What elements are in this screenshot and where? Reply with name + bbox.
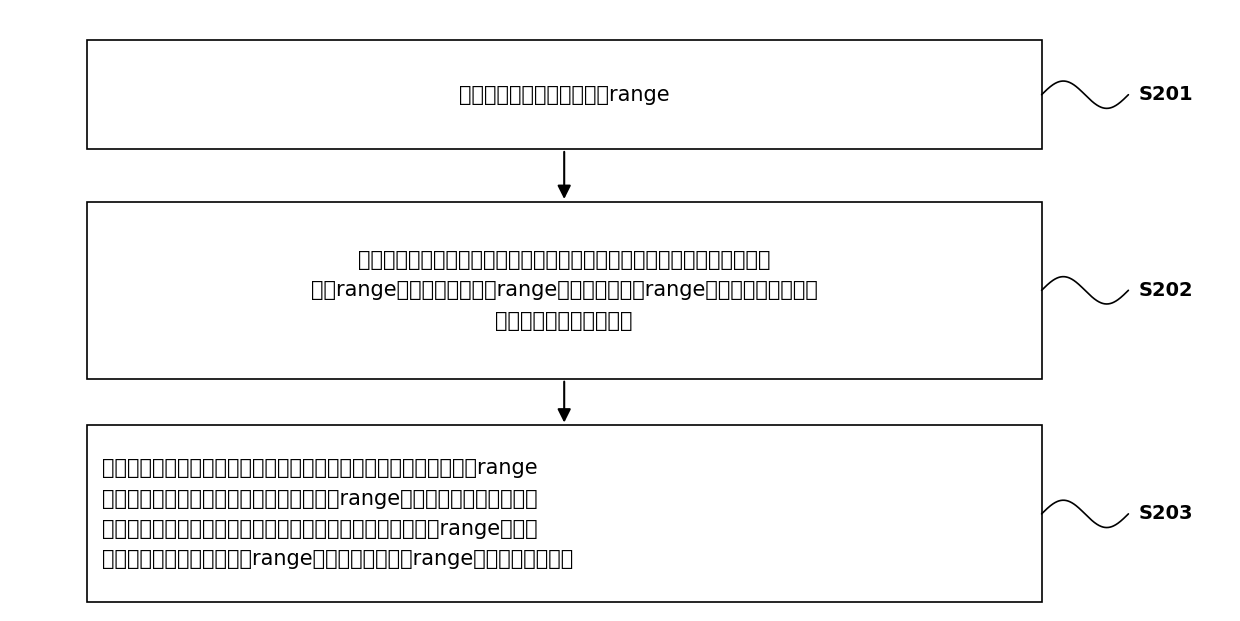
Text: S203: S203 <box>1138 504 1193 524</box>
Text: 终端判断在预设的下载时间到达时，所述第一网卡完成所述第一下载range
的下载且所述第二网卡未完成所述第二下载range的下载，则所述终端执行
至少一次第一分配: 终端判断在预设的下载时间到达时，所述第一网卡完成所述第一下载range 的下载且… <box>102 458 573 569</box>
Text: 终端获取待下载数据的下载range: 终端获取待下载数据的下载range <box>459 84 670 105</box>
Text: S201: S201 <box>1138 85 1193 104</box>
Text: S202: S202 <box>1138 281 1193 300</box>
Text: 终端按照所述第一网卡和所述第二网卡的网速比，将所述待下载数据的全部
下载range分为所述第一下载range和所述第二下载range，并分别分配给所述
第一网卡: 终端按照所述第一网卡和所述第二网卡的网速比，将所述待下载数据的全部 下载rang… <box>311 250 817 331</box>
Bar <box>87 40 1042 149</box>
Bar <box>87 202 1042 379</box>
Bar <box>87 425 1042 602</box>
